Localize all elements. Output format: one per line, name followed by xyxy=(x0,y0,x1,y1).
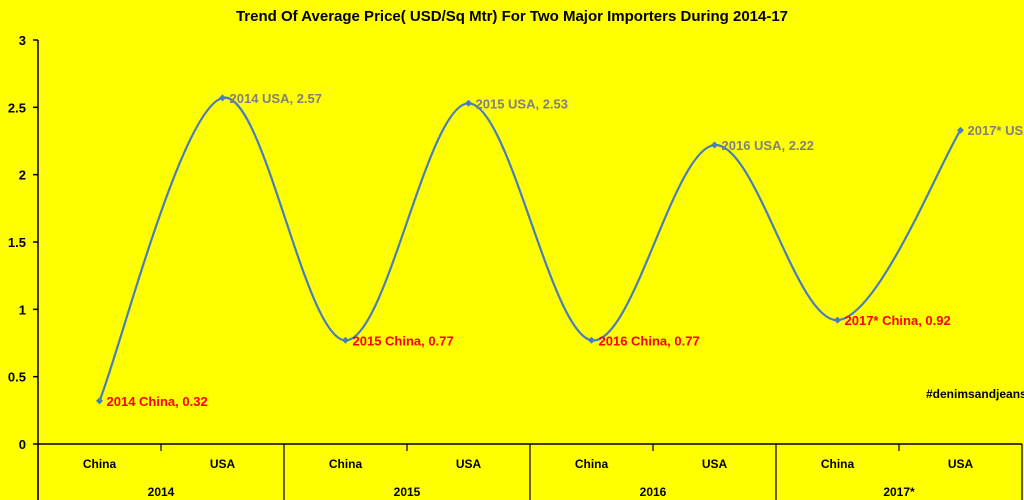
data-point xyxy=(219,94,226,102)
data-label: 2017* China, 0.92 xyxy=(845,313,951,328)
x-category-label: China xyxy=(821,457,855,471)
x-category-label: China xyxy=(83,457,117,471)
data-label: 2014 China, 0.32 xyxy=(107,394,208,409)
watermark-annotation: #denimsandjeans xyxy=(926,387,1024,401)
y-tick-label: 3 xyxy=(19,33,26,48)
data-label: 2017* USA, 2.33 xyxy=(968,123,1024,138)
chart-title: Trend Of Average Price( USD/Sq Mtr) For … xyxy=(236,8,788,25)
data-point xyxy=(588,336,595,344)
axes: 0 0.5 1 1.5 2 2.5 3 China USA China USA China USA Chi… xyxy=(8,33,1023,500)
data-point xyxy=(834,316,841,324)
x-category-label: China xyxy=(575,457,609,471)
data-points xyxy=(96,94,964,405)
x-group-label: 2017* xyxy=(883,485,915,499)
data-point xyxy=(96,397,103,405)
x-category-label: USA xyxy=(702,457,728,471)
data-point xyxy=(711,141,718,149)
x-category-label: USA xyxy=(948,457,974,471)
y-tick-label: 0 xyxy=(19,437,26,452)
data-label: 2016 China, 0.77 xyxy=(599,333,700,348)
data-point xyxy=(465,99,472,107)
x-category-label: USA xyxy=(456,457,482,471)
y-tick-label: 2 xyxy=(19,168,26,183)
data-point xyxy=(957,126,964,134)
y-tick-label: 0.5 xyxy=(8,370,26,385)
data-point xyxy=(342,336,349,344)
x-group-label: 2016 xyxy=(640,485,667,499)
data-labels: 2014 China, 0.32 2014 USA, 2.57 2015 China… xyxy=(107,91,1024,409)
data-label: 2015 China, 0.77 xyxy=(353,333,454,348)
y-tick-label: 2.5 xyxy=(8,100,26,115)
y-tick-label: 1 xyxy=(19,302,26,317)
x-category-label: USA xyxy=(210,457,236,471)
x-category-label: China xyxy=(329,457,363,471)
x-group-label: 2015 xyxy=(394,485,421,499)
series-line-layer xyxy=(98,96,962,402)
series-line xyxy=(98,96,962,402)
data-label: 2014 USA, 2.57 xyxy=(230,91,323,106)
x-group-label: 2014 xyxy=(148,485,175,499)
data-label: 2015 USA, 2.53 xyxy=(476,96,569,111)
data-label: 2016 USA, 2.22 xyxy=(722,138,815,153)
y-tick-label: 1.5 xyxy=(8,235,26,250)
